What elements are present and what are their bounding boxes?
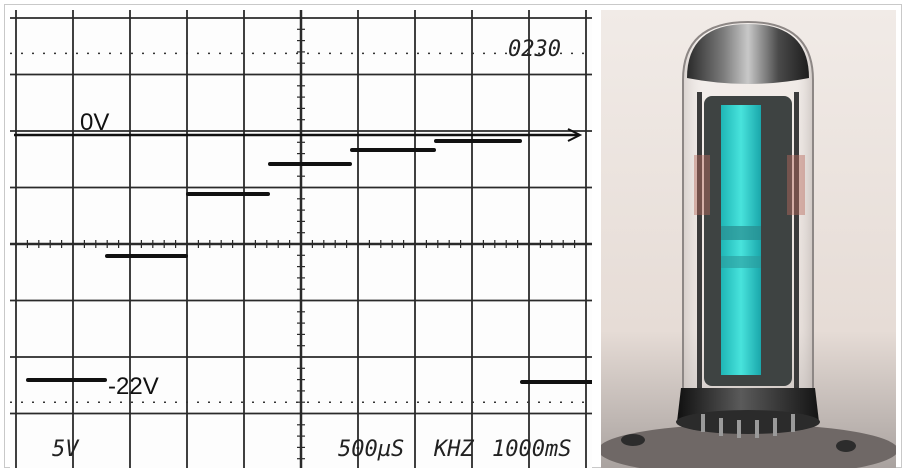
tube-label-left bbox=[694, 155, 710, 215]
support-rod-left bbox=[697, 92, 702, 392]
oscilloscope-screen: 0V -22V 0230 5V 500µS KHZ 1000mS bbox=[10, 10, 592, 468]
glow-segment-gap bbox=[721, 226, 761, 240]
table-surface bbox=[601, 424, 896, 468]
counter-readout: 0230 bbox=[508, 37, 561, 62]
zero-volt-label: 0V bbox=[80, 109, 109, 136]
support-rod-right bbox=[794, 92, 799, 392]
arrow-head-icon bbox=[567, 128, 583, 142]
vacuum-tube-photo bbox=[601, 10, 896, 468]
base-pins bbox=[701, 414, 795, 438]
waveform-trace bbox=[26, 139, 592, 384]
negative-volt-label: -22V bbox=[108, 373, 159, 400]
loose-part-left bbox=[621, 434, 645, 446]
volts-per-div-readout: 5V bbox=[52, 437, 80, 462]
glow-segment-gap-2 bbox=[721, 256, 761, 268]
loose-part-right bbox=[836, 440, 856, 452]
graticule-dotted-lines bbox=[10, 52, 592, 403]
oscilloscope-svg: 0V -22V 0230 5V 500µS KHZ 1000mS bbox=[10, 10, 592, 468]
base-bottom bbox=[676, 410, 820, 434]
tube-illustration bbox=[601, 10, 896, 468]
time-readout-2: 1000mS bbox=[492, 437, 571, 462]
getter-cap bbox=[687, 24, 809, 84]
tube-label-right bbox=[787, 155, 805, 215]
graticule-grid bbox=[10, 10, 592, 468]
frequency-unit-readout: KHZ bbox=[433, 437, 474, 462]
time-per-div-readout: 500µS bbox=[338, 437, 404, 462]
